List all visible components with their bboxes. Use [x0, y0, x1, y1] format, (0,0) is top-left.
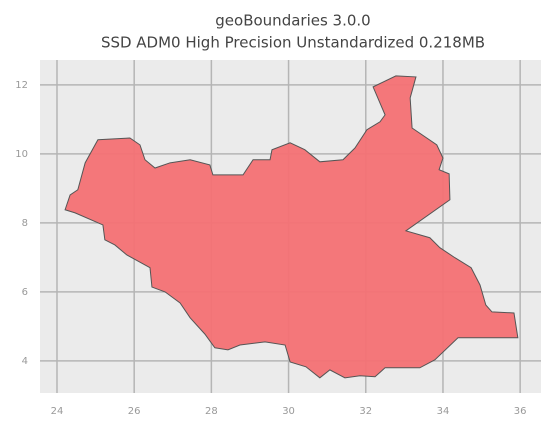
chart-subtitle: SSD ADM0 High Precision Unstandardized 0…	[101, 34, 485, 52]
x-tick-label: 28	[205, 406, 218, 417]
x-tick-label: 32	[359, 406, 372, 417]
x-tick-label: 24	[51, 406, 64, 417]
y-tick-label: 8	[22, 218, 28, 229]
y-tick-label: 4	[22, 356, 28, 367]
x-tick-label: 26	[128, 406, 141, 417]
x-tick-label: 34	[437, 406, 450, 417]
y-tick-label: 12	[15, 80, 28, 91]
x-tick-label: 36	[514, 406, 527, 417]
chart-title: geoBoundaries 3.0.0	[215, 12, 370, 30]
y-tick-label: 10	[15, 149, 28, 160]
y-tick-label: 6	[22, 287, 28, 298]
x-tick-label: 30	[282, 406, 295, 417]
region-shape	[64, 75, 519, 379]
